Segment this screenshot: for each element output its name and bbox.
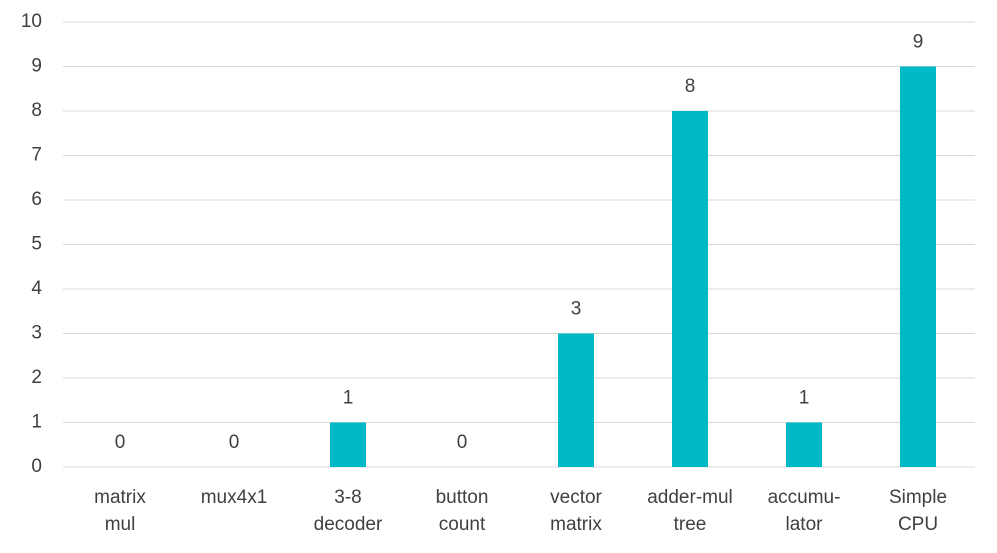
y-tick-label: 4 <box>31 278 42 299</box>
value-label: 0 <box>457 432 468 453</box>
value-label: 1 <box>799 388 810 409</box>
value-label: 9 <box>913 32 924 53</box>
value-label: 1 <box>343 388 354 409</box>
value-label: 3 <box>571 299 582 320</box>
y-tick-label: 9 <box>31 56 42 77</box>
x-tick-label: button count <box>435 487 489 535</box>
x-tick-label: mux4x1 <box>200 487 268 508</box>
value-label: 0 <box>229 432 240 453</box>
bar <box>786 422 822 467</box>
y-tick-label: 2 <box>31 367 42 388</box>
x-tick-label: 3-8 decoder <box>313 487 383 535</box>
y-tick-label: 5 <box>31 234 42 255</box>
y-tick-label: 6 <box>31 189 42 210</box>
bar <box>330 422 366 467</box>
y-tick-label: 0 <box>31 456 42 477</box>
y-tick-label: 10 <box>21 11 42 32</box>
bar <box>558 333 594 467</box>
y-tick-label: 1 <box>31 412 42 433</box>
x-tick-label: adder-mul tree <box>647 487 733 535</box>
x-tick-label: vector matrix <box>550 487 602 535</box>
value-label: 0 <box>115 432 126 453</box>
y-tick-label: 3 <box>31 323 42 344</box>
bar <box>900 66 936 467</box>
x-tick-label: accumu- lator <box>767 487 841 535</box>
bar <box>672 111 708 467</box>
value-label: 8 <box>685 76 696 97</box>
x-tick-label: Simple CPU <box>888 487 948 535</box>
y-tick-label: 8 <box>31 100 42 121</box>
x-tick-label: matrix mul <box>94 487 146 535</box>
y-tick-label: 7 <box>31 145 42 166</box>
